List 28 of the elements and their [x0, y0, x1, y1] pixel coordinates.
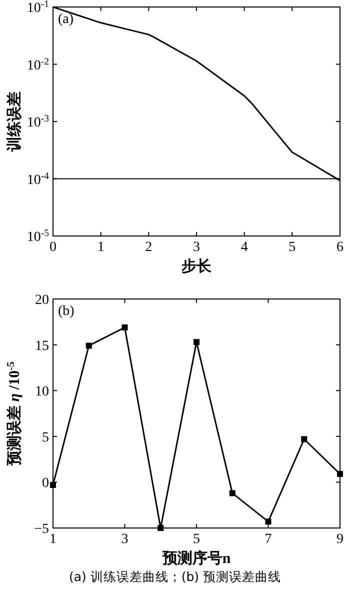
- x-tick-label: 3: [193, 240, 200, 255]
- x-tick-label: 4: [240, 240, 248, 255]
- x-tick-label: 7: [264, 532, 272, 547]
- x-tick-label: 1: [97, 240, 104, 255]
- y-axis-title: 训练误差: [6, 92, 23, 152]
- text: (a) 训练误差曲线；(b) 预测误差曲线: [68, 569, 282, 584]
- x-tick-label: 3: [121, 532, 128, 547]
- y-tick-label: 15: [35, 338, 49, 354]
- y-tick-label: 10$^{-5}$: [26, 228, 50, 245]
- x-tick-label: 6: [336, 240, 344, 255]
- y-tick-label: 0: [42, 476, 49, 492]
- y-tick-label: −5: [34, 522, 49, 537]
- x-tick-label: 9: [336, 532, 344, 547]
- x-tick-label: 5: [193, 532, 200, 547]
- x-tick-label: 1: [50, 532, 56, 547]
- y-tick-label: 10$^{-1}$: [26, 0, 50, 16]
- y-tick-label: 10: [35, 384, 49, 400]
- x-tick-label: 2: [145, 240, 152, 255]
- y-tick-label: 20: [35, 293, 49, 308]
- x-tick-label: 5: [288, 240, 296, 255]
- y-tick-label: 5: [42, 430, 49, 446]
- x-axis-title: 步长: [180, 258, 212, 275]
- annotation: (b): [58, 304, 75, 319]
- x-axis-title: 预测序号n: [161, 549, 232, 567]
- y-tick-label: 10$^{-4}$: [26, 170, 50, 188]
- y-tick-label: 10$^{-2}$: [26, 56, 50, 74]
- annotation: (a): [58, 12, 74, 27]
- y-tick-label: 10$^{-3}$: [26, 113, 50, 130]
